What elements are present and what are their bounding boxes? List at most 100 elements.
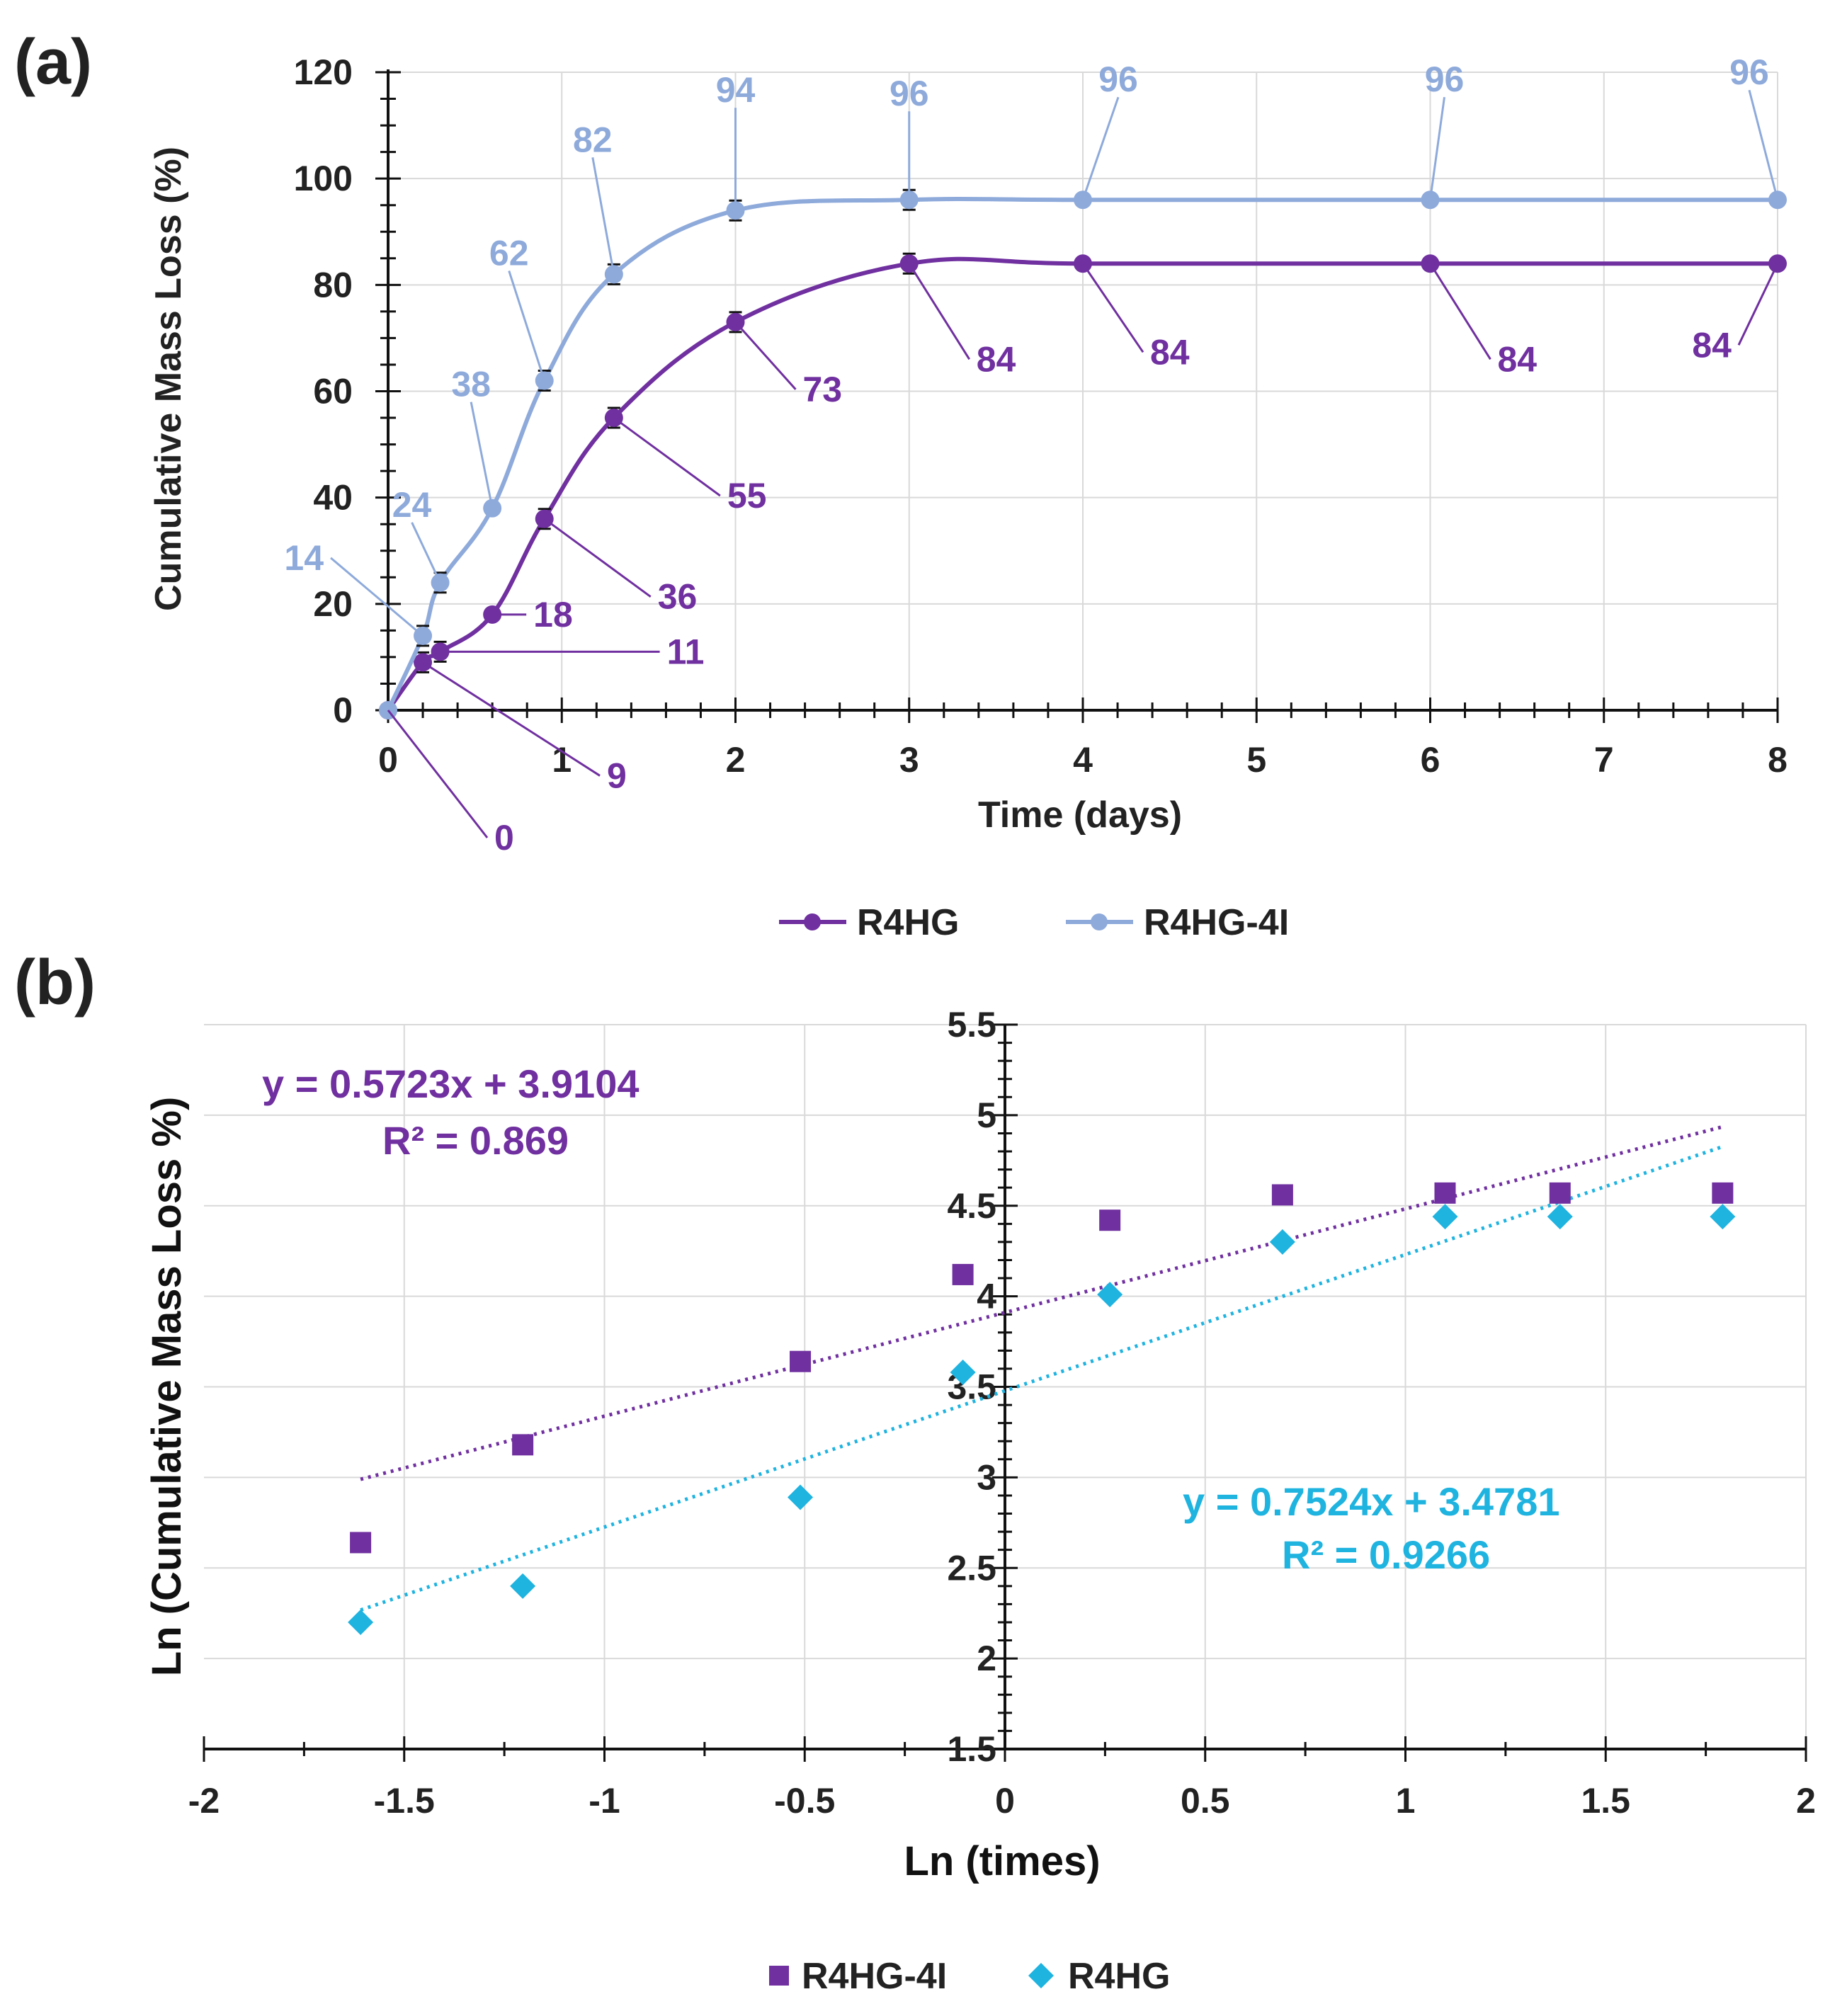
data-point-r4hg [510,1573,536,1599]
panel-b-x-tick-labels: -2 -1.5 -1 -0.5 0 0.5 1 1.5 2 [188,1781,1816,1821]
panel-a-x-tick-label: 3 [899,740,919,780]
data-label-r4hg: 0 [494,818,514,858]
legend-b-r4hg-marker [1028,1963,1054,1988]
panel-b-y-axis-title: Ln (Cumulative Mass Loss %) [144,1097,190,1677]
panel-b-x-tick-label: -1.5 [374,1781,435,1821]
panel-a-legend: R4HG R4HG-4I [779,902,1289,943]
data-point-r4hg-4i [1271,1184,1293,1206]
data-point-r4hg-4i [952,1263,974,1285]
data-label-leader [543,518,652,598]
data-point-r4hg-4i [1549,1182,1571,1204]
panel-b-y-tick-label: 3 [977,1457,996,1497]
data-point-r4hg-4i [350,1532,372,1554]
trendline-r4hg-r2: R² = 0.9266 [1282,1532,1490,1577]
data-label-leader [508,270,546,381]
panel-b-x-tick-label: 0.5 [1181,1781,1230,1821]
panel-b-x-tick-label: 1.5 [1581,1781,1630,1821]
data-label-leader [908,263,971,360]
panel-a-x-tick-label: 8 [1768,740,1788,780]
data-label-r4hg-4i: 96 [1425,59,1465,99]
panel-b-x-tick-label: 0 [995,1781,1015,1821]
data-point-r4hg [1269,1229,1295,1255]
trendline-r4hg4i-r2: R² = 0.869 [382,1118,569,1163]
legend-b-r4hg4i-label: R4HG-4I [802,1956,947,1997]
data-label-r4hg: 84 [1498,339,1538,379]
data-label-leader [1748,89,1779,200]
panel-b: (b) 1.522.533.544.555.5 -2 -1.5 -1 -0.5 0 0.5… [14,947,1816,1997]
panel-a-x-tick-label: 4 [1073,740,1093,780]
data-label-leader [613,416,721,497]
panel-a-x-tick-label: 2 [726,740,746,780]
panel-a-x-axis-title: Time (days) [978,795,1182,836]
panel-b-y-tick-label: 4.5 [947,1186,996,1226]
data-label-r4hg: 9 [607,756,627,795]
data-point-r4hg [1547,1204,1573,1230]
panel-b-y-tick-labels: 1.522.533.544.555.5 [947,1005,996,1769]
data-point-r4hg-4i [1099,1209,1121,1231]
data-label-leader [387,710,489,838]
data-label-r4hg: 84 [1692,325,1732,365]
data-label-leader [330,557,424,637]
data-point-r4hg-4i [1712,1182,1734,1204]
data-label-r4hg: 11 [667,632,705,671]
panel-b-legend: R4HG-4I R4HG [769,1956,1170,1997]
legend-b-r4hg4i-marker [769,1966,789,1986]
data-label-leader [411,522,441,583]
data-label-r4hg: 55 [727,476,767,516]
data-label-leader [1737,263,1779,346]
panel-b-y-tick-label: 4 [977,1277,996,1316]
panel-a-y-tick-label: 80 [313,265,353,304]
legend-a-r4hg4i-marker [1091,913,1108,930]
panel-b-x-tick-label: 1 [1396,1781,1416,1821]
panel-b-y-tick-label: 1.5 [947,1729,996,1769]
data-label-r4hg: 18 [533,595,573,634]
panel-a-y-tick-label: 20 [313,584,353,624]
data-label-r4hg-4i: 38 [451,365,491,404]
panel-a-x-tick-label: 0 [378,740,398,780]
panel-b-x-tick-label: -0.5 [774,1781,835,1821]
data-point-r4hg [1097,1282,1123,1308]
panel-b-x-tick-label: -2 [188,1781,220,1821]
trendline-r4hg [360,1144,1724,1612]
data-label-leader [1081,263,1144,353]
data-label-leader [422,661,601,777]
panel-b-x-tick-label: 2 [1796,1781,1816,1821]
data-label-leader [1429,263,1491,360]
panel-b-trendlines [360,1124,1724,1612]
panel-a-y-tick-label: 40 [313,478,353,518]
panel-b-x-axis-title: Ln (times) [904,1838,1100,1884]
panel-a-axes [375,69,1779,723]
panel-b-y-tick-label: 2 [977,1639,996,1678]
data-label-leader [470,402,494,508]
panel-a-x-tick-label: 7 [1594,740,1614,780]
data-label-r4hg: 36 [658,577,698,617]
legend-a-r4hg-marker [804,913,821,930]
data-label-r4hg-4i: 96 [1098,59,1138,99]
data-label-r4hg: 84 [977,339,1016,379]
legend-a-r4hg4i-label: R4HG-4I [1144,902,1289,943]
series-line-r4hg [386,256,1778,712]
panel-a-x-tick-label: 5 [1246,740,1266,780]
panel-a-y-tick-label: 100 [294,159,353,198]
panel-b-y-tick-label: 2.5 [947,1548,996,1588]
data-label-r4hg-4i: 62 [489,233,529,273]
legend-a-r4hg-label: R4HG [857,902,959,943]
data-point-r4hg-4i [1434,1182,1456,1204]
data-label-r4hg: 84 [1150,332,1190,372]
panel-b-x-tick-label: -1 [589,1781,620,1821]
data-point-r4hg [788,1484,814,1510]
panel-b-points [348,1182,1736,1635]
data-label-r4hg-4i: 14 [284,538,324,578]
panel-a-y-tick-label: 60 [313,372,353,411]
data-label-leader [591,157,615,275]
panel-a-label: (a) [14,27,92,98]
panel-a-y-axis-title: Cumulative Mass Loss (%) [148,147,189,611]
data-label-r4hg-4i: 96 [1729,52,1769,92]
panel-a-gridlines [388,72,1778,710]
data-point-r4hg-4i [512,1434,534,1456]
data-point-r4hg [348,1609,374,1635]
panel-a-y-tick-label: 0 [333,690,353,730]
